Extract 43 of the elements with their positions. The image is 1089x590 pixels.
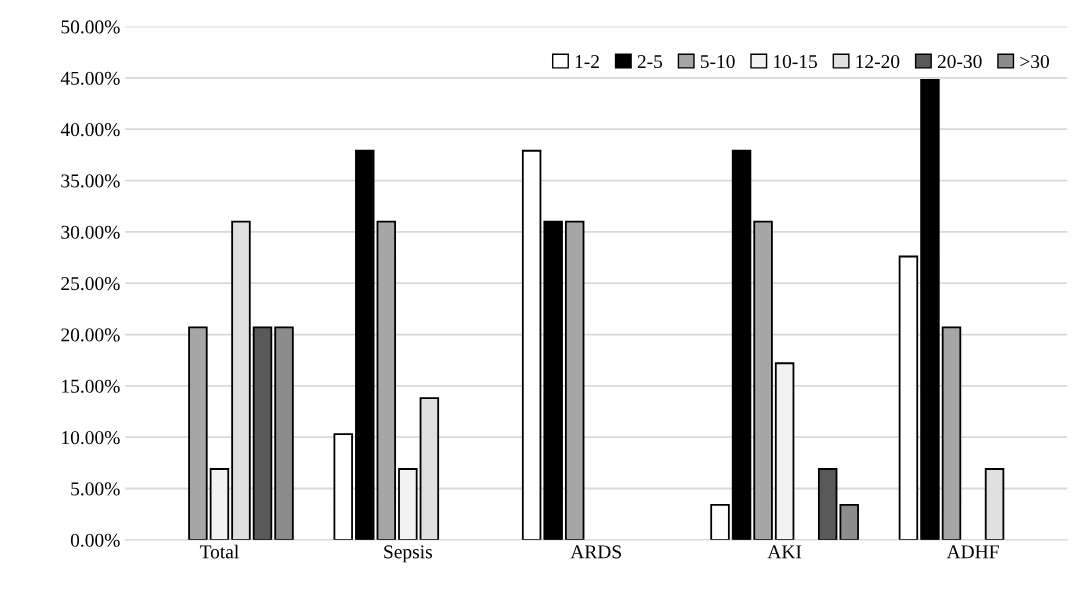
legend-label: >30 <box>1020 55 1049 69</box>
bar <box>188 326 208 540</box>
y-tick-label: 0.00% <box>70 533 120 547</box>
bar <box>920 79 940 540</box>
bar <box>839 504 859 540</box>
y-tick-label: 30.00% <box>61 225 120 239</box>
legend-label: 1-2 <box>575 55 599 68</box>
legend-label: 5-10 <box>700 55 735 69</box>
bar <box>753 220 773 540</box>
bar <box>543 220 563 540</box>
bar <box>774 362 795 540</box>
bar <box>376 220 397 540</box>
y-tick-label: 15.00% <box>62 379 120 393</box>
y-tick-label: 20.00% <box>61 328 120 342</box>
y-tick-label: 50.00% <box>61 20 120 34</box>
bar <box>731 149 752 540</box>
y-tick-label: 45.00% <box>60 71 120 85</box>
x-tick-label: ARDS <box>570 545 621 559</box>
bar <box>941 326 962 540</box>
bar <box>209 468 230 540</box>
x-tick-label: Sepsis <box>384 545 432 563</box>
y-tick-label: 40.00% <box>60 123 120 137</box>
y-tick-label: 35.00% <box>61 174 120 188</box>
x-tick-label: AKI <box>767 545 802 559</box>
bar <box>355 149 375 540</box>
bar <box>252 326 273 540</box>
bar <box>274 326 294 540</box>
bar <box>564 220 585 540</box>
bar <box>710 504 730 540</box>
legend-label: 20-30 <box>937 55 982 69</box>
legend-label: 10-15 <box>774 55 817 69</box>
x-tick-label: Total <box>199 544 239 559</box>
y-tick-label: 10.00% <box>62 431 120 445</box>
legend-label: 2-5 <box>637 55 663 69</box>
x-tick-label: ADHF <box>946 545 999 559</box>
bar <box>398 468 418 540</box>
bar <box>898 255 919 540</box>
bar <box>817 468 838 540</box>
y-tick-label: 25.00% <box>61 277 120 291</box>
bar <box>521 149 542 540</box>
y-tick-label: 5.00% <box>71 482 120 496</box>
legend-label: 12-20 <box>856 55 900 69</box>
bar <box>333 433 353 540</box>
